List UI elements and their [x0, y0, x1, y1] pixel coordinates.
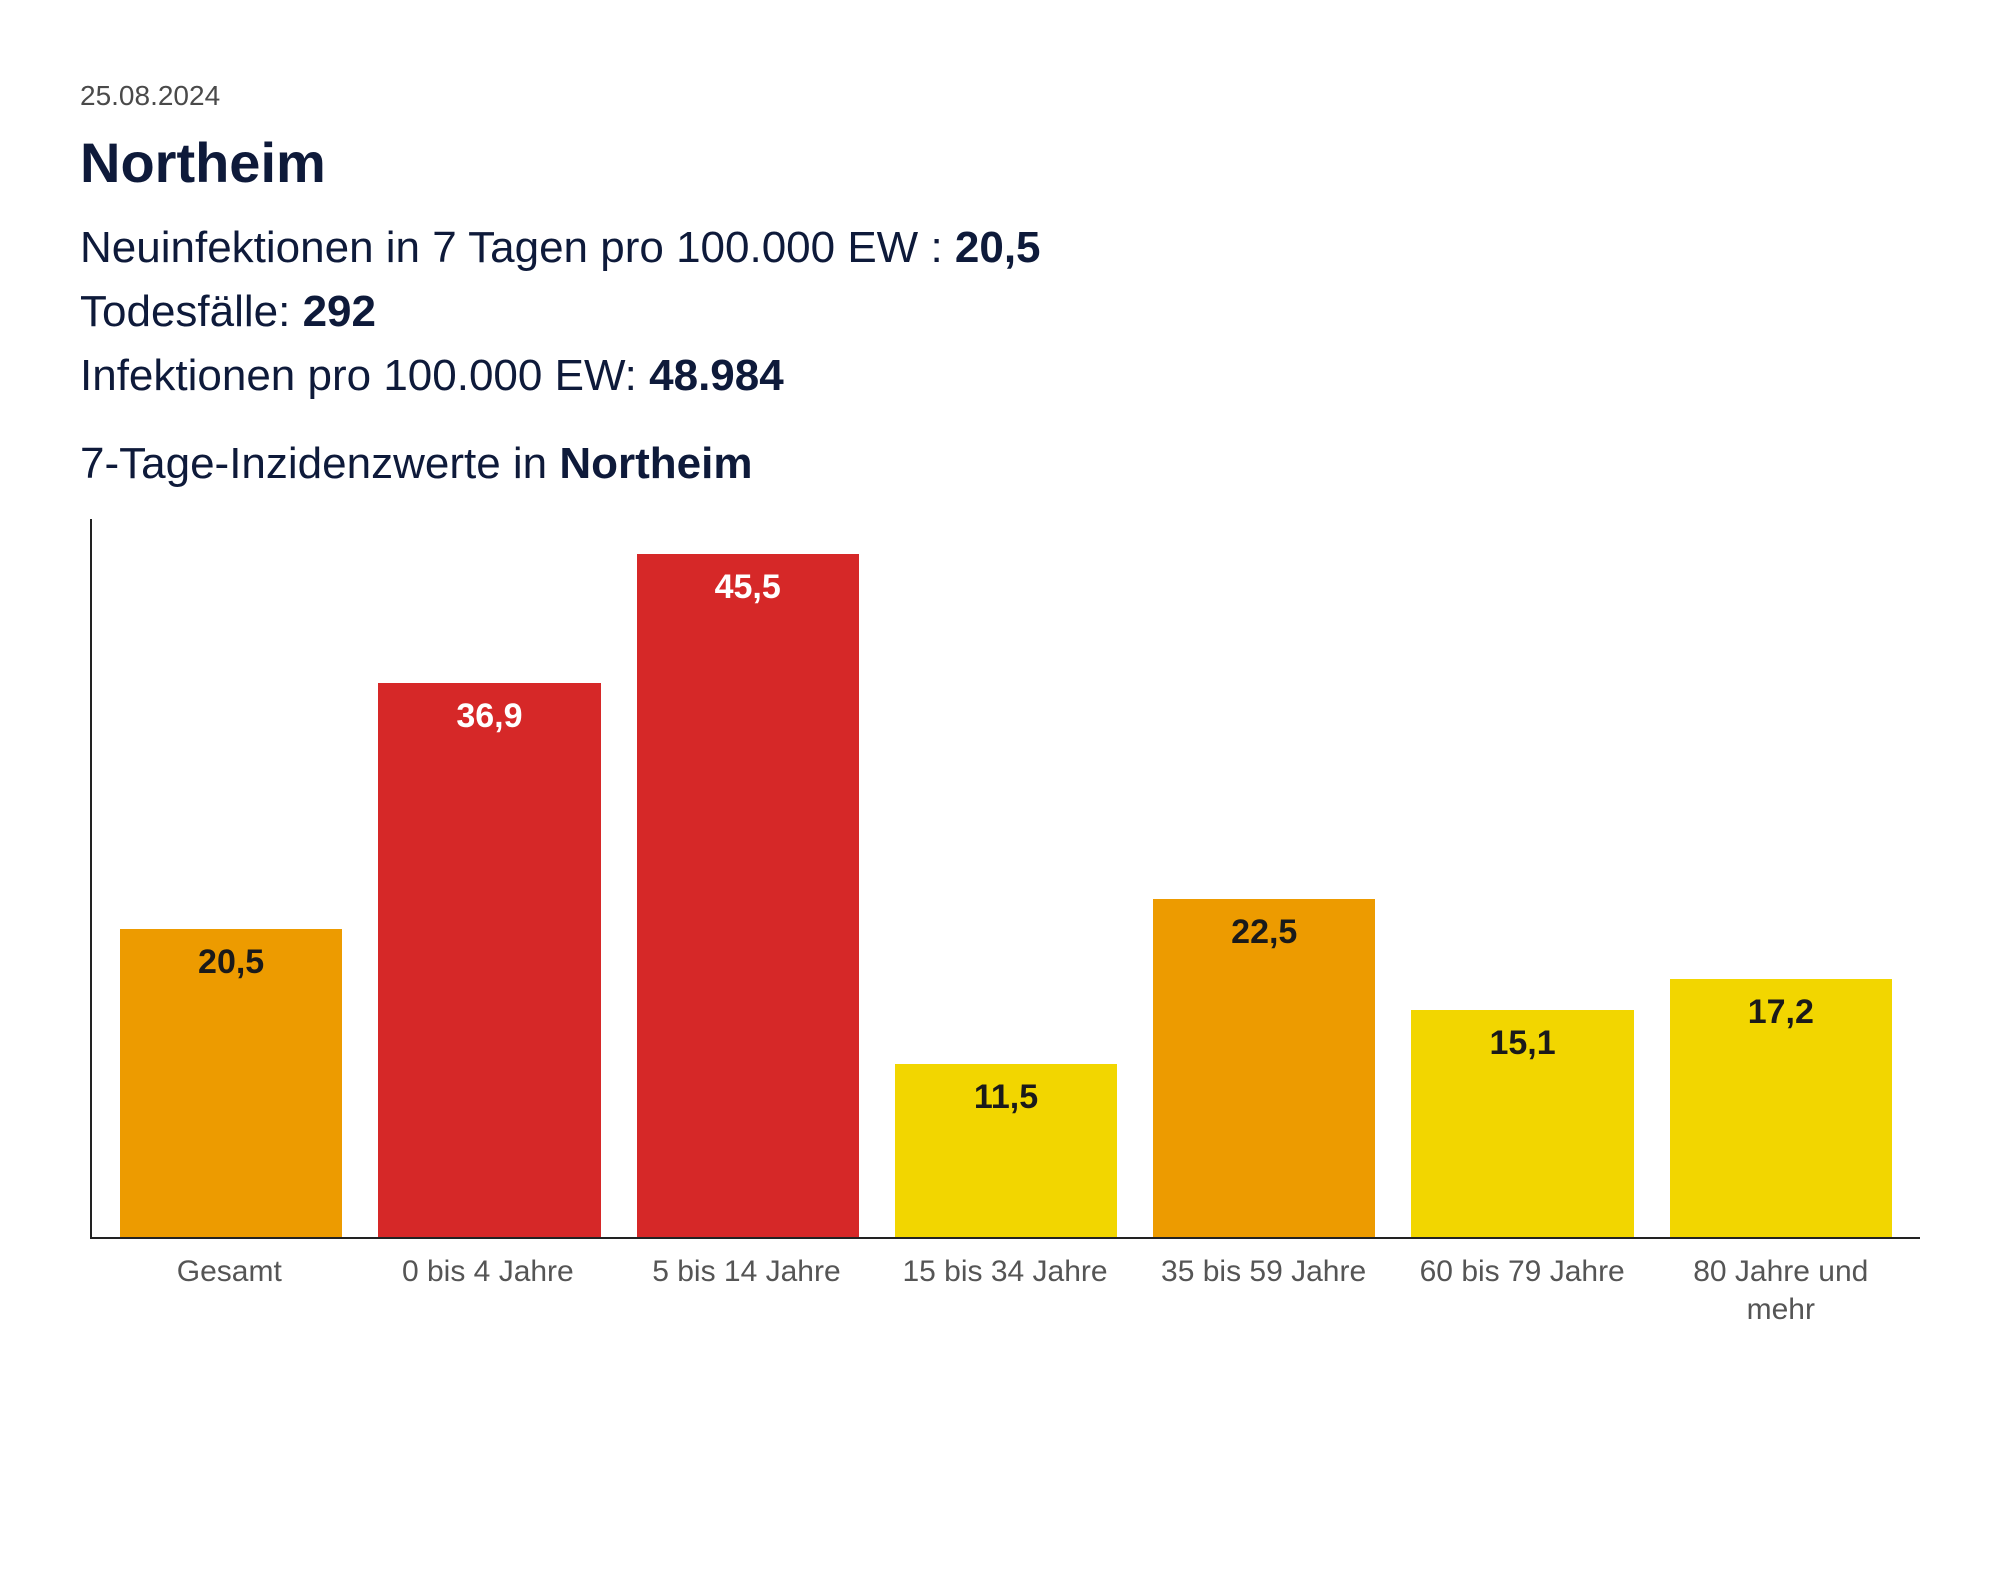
x-axis-label: 60 bis 79 Jahre: [1411, 1253, 1634, 1328]
x-axis-label: Gesamt: [118, 1253, 341, 1328]
bar: 17,2: [1670, 979, 1892, 1237]
bar: 15,1: [1411, 1010, 1633, 1237]
bar-value-label: 36,9: [378, 697, 600, 736]
bar: 22,5: [1153, 899, 1375, 1237]
bar-value-label: 22,5: [1153, 913, 1375, 952]
chart-x-axis: Gesamt 0 bis 4 Jahre 5 bis 14 Jahre 15 bis …: [90, 1239, 1920, 1328]
stat-label: Neuinfektionen in 7 Tagen pro 100.000 EW…: [80, 223, 955, 272]
bar-value-label: 20,5: [120, 943, 342, 982]
stat-value: 20,5: [955, 223, 1041, 272]
stat-total-infections: Infektionen pro 100.000 EW: 48.984: [80, 351, 1920, 401]
chart-title: 7-Tage-Inzidenzwerte in Northeim: [80, 439, 1920, 489]
stat-label: Todesfälle:: [80, 287, 303, 336]
stat-new-infections: Neuinfektionen in 7 Tagen pro 100.000 EW…: [80, 223, 1920, 273]
x-axis-label: 80 Jahre und mehr: [1669, 1253, 1892, 1328]
bar-column: 36,9: [378, 519, 600, 1237]
bar: 11,5: [895, 1064, 1117, 1237]
report-date: 25.08.2024: [80, 80, 1920, 112]
stat-value: 292: [303, 287, 376, 336]
bar-value-label: 17,2: [1670, 993, 1892, 1032]
location-title: Northeim: [80, 130, 1920, 195]
bar-value-label: 11,5: [895, 1078, 1117, 1117]
bar: 36,9: [378, 683, 600, 1237]
bar-value-label: 15,1: [1411, 1024, 1633, 1063]
bar: 20,5: [120, 929, 342, 1237]
stat-label: Infektionen pro 100.000 EW:: [80, 351, 649, 400]
bar-value-label: 45,5: [637, 568, 859, 607]
bar-column: 20,5: [120, 519, 342, 1237]
x-axis-label: 15 bis 34 Jahre: [894, 1253, 1117, 1328]
bar-column: 17,2: [1670, 519, 1892, 1237]
stat-deaths: Todesfälle: 292: [80, 287, 1920, 337]
bar-column: 22,5: [1153, 519, 1375, 1237]
chart-plot-area: 20,5 36,9 45,5 11,5 22,5 15,1 17,2: [90, 519, 1920, 1239]
bar-column: 45,5: [637, 519, 859, 1237]
bar-column: 15,1: [1411, 519, 1633, 1237]
x-axis-label: 35 bis 59 Jahre: [1152, 1253, 1375, 1328]
bar-column: 11,5: [895, 519, 1117, 1237]
incidence-bar-chart: 20,5 36,9 45,5 11,5 22,5 15,1 17,2 Gesamt 0 bis…: [80, 519, 1920, 1339]
x-axis-label: 5 bis 14 Jahre: [635, 1253, 858, 1328]
chart-title-location: Northeim: [559, 439, 752, 488]
chart-title-prefix: 7-Tage-Inzidenzwerte in: [80, 439, 559, 488]
stat-value: 48.984: [649, 351, 784, 400]
x-axis-label: 0 bis 4 Jahre: [377, 1253, 600, 1328]
bar: 45,5: [637, 554, 859, 1237]
